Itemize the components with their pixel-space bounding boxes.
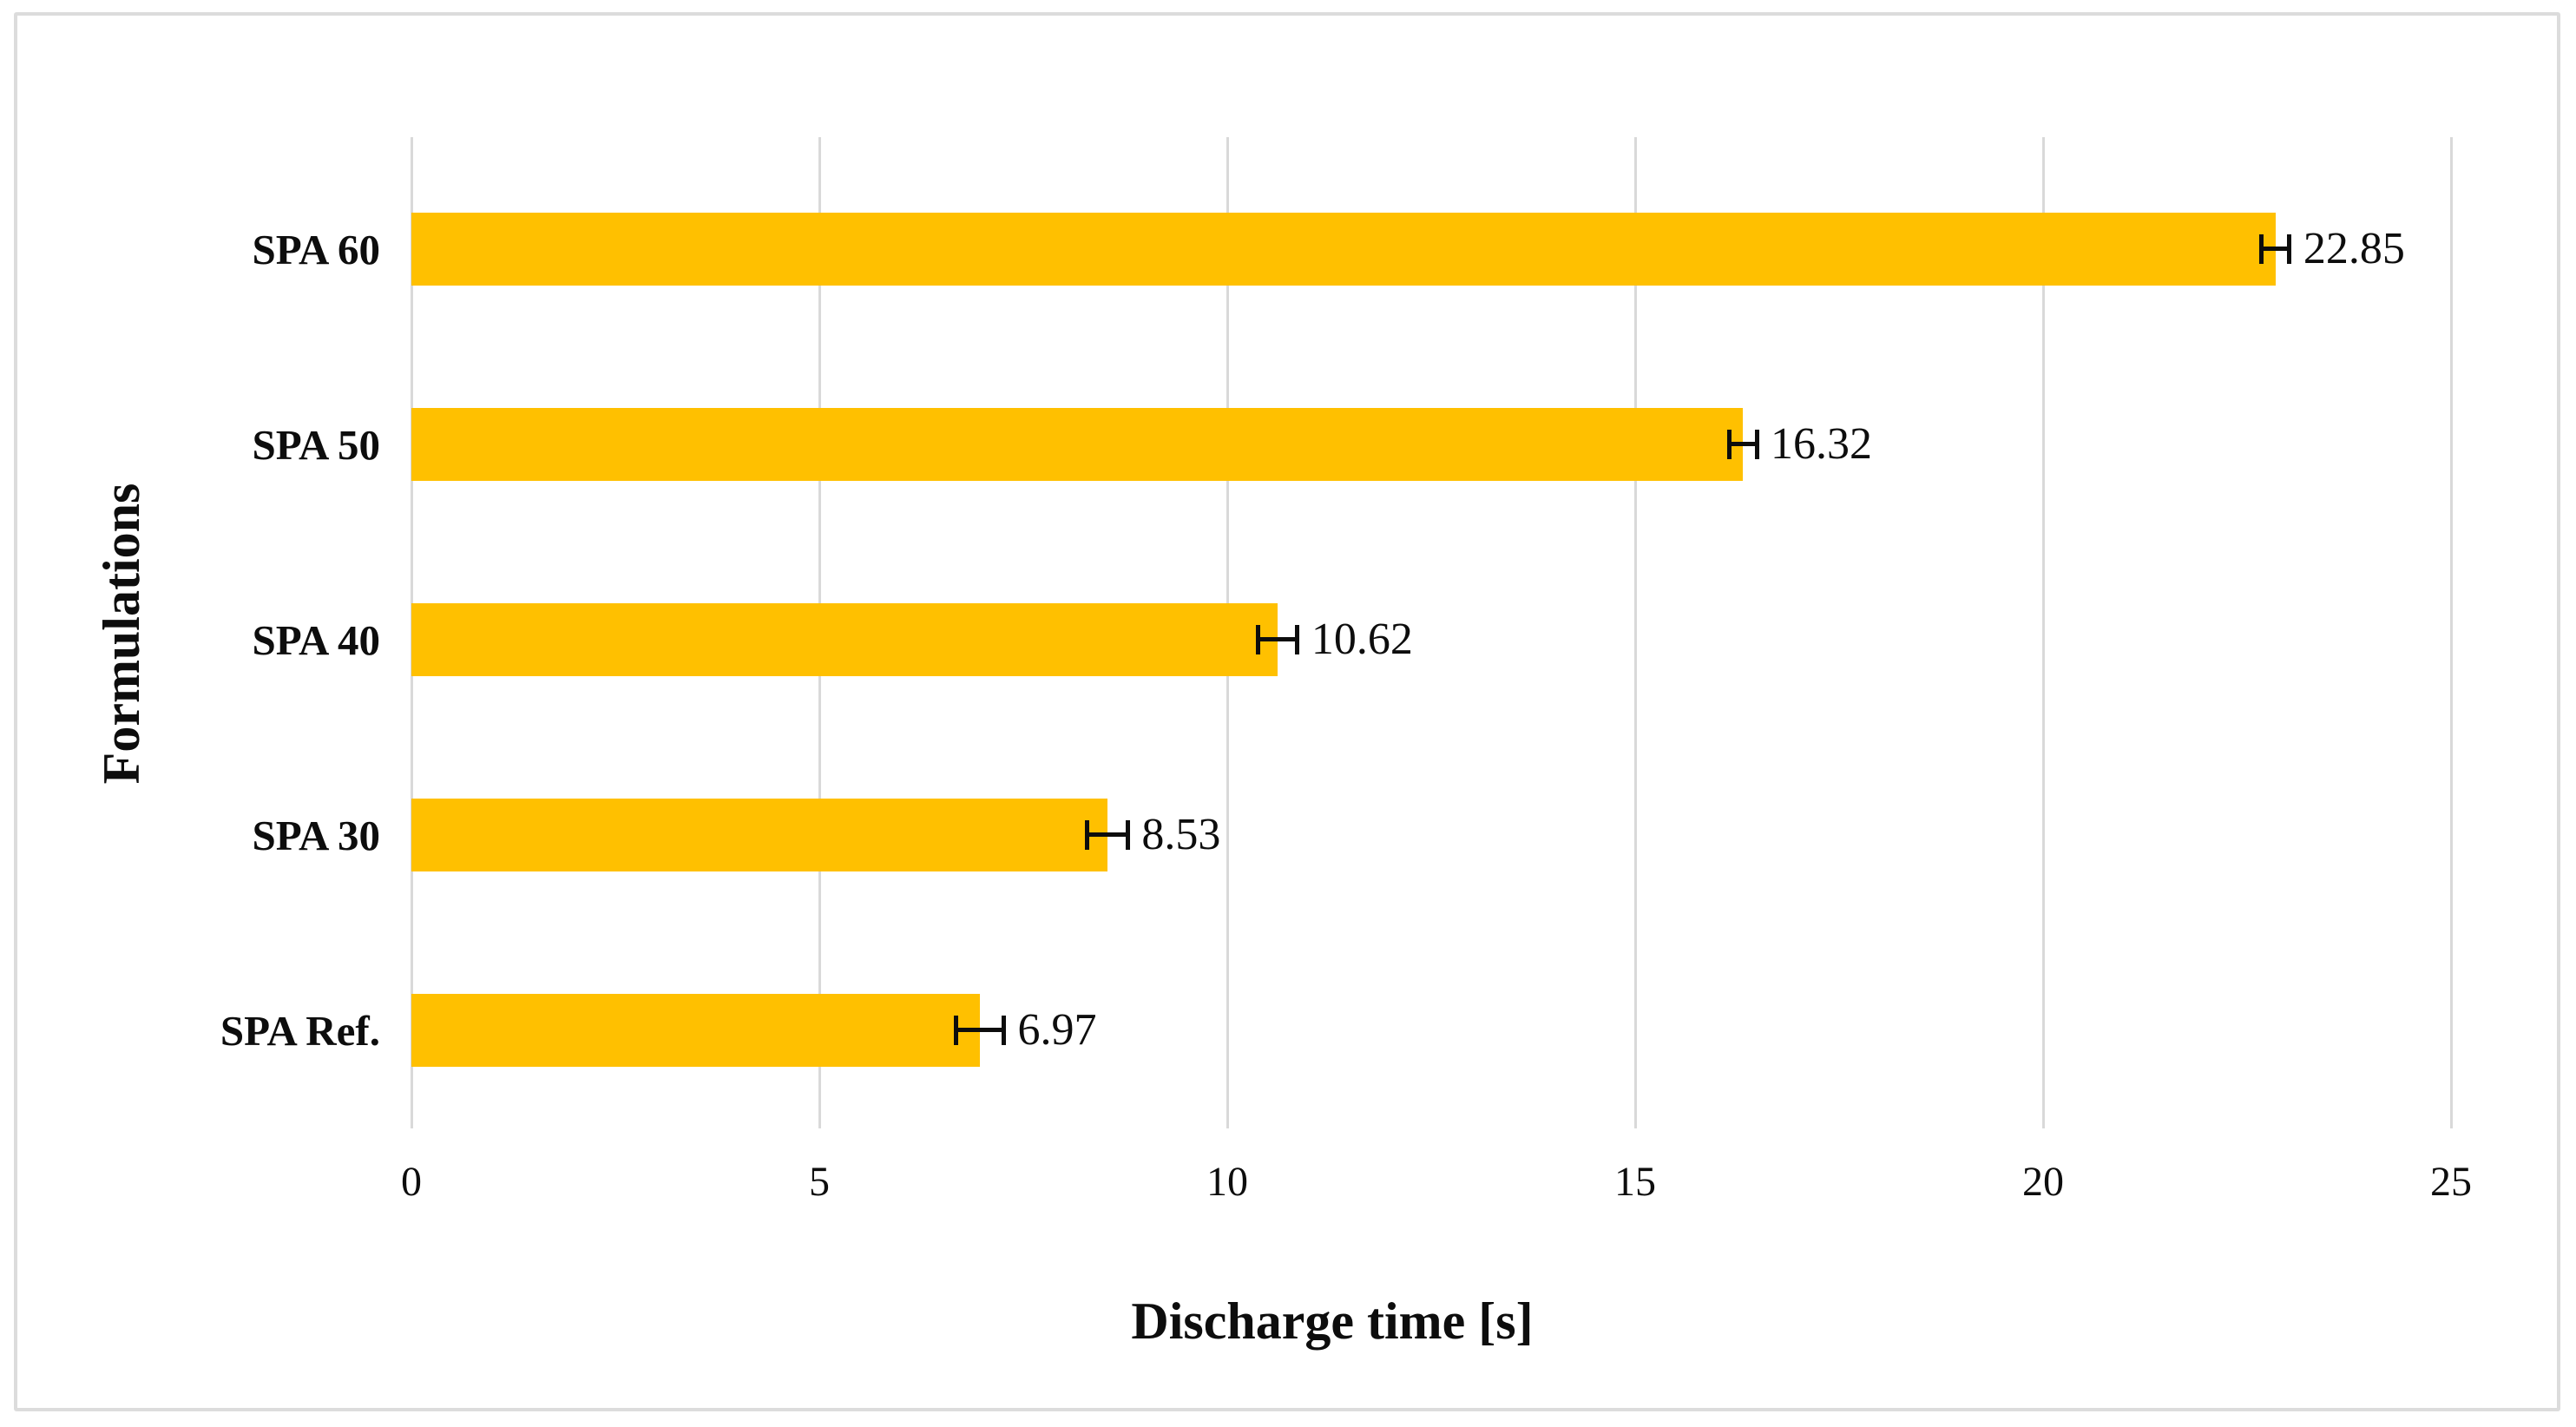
- bar: [411, 212, 2276, 286]
- x-tick-label: 0: [401, 1159, 422, 1205]
- y-axis-title: Formulations: [93, 483, 150, 785]
- x-axis-title: Discharge time [s]: [1131, 1292, 1534, 1350]
- error-bar-cap-left: [954, 1015, 959, 1045]
- x-tick-label: 20: [2022, 1159, 2064, 1205]
- error-bar: [1087, 832, 1128, 837]
- category-label: SPA 60: [252, 225, 380, 273]
- error-bar-cap-right: [1295, 624, 1300, 654]
- error-bar-cap-left: [1726, 429, 1732, 459]
- gridline-x-15: [1633, 137, 1637, 1128]
- error-bar-cap-left: [1256, 624, 1261, 654]
- gridline-x-20: [2041, 137, 2045, 1128]
- error-bar-cap-left: [1084, 819, 1089, 850]
- value-label: 8.53: [1141, 809, 1221, 859]
- error-bar: [2261, 247, 2290, 251]
- error-bar-cap-right: [1001, 1015, 1006, 1045]
- error-bar-cap-right: [1125, 819, 1130, 850]
- error-bar: [1729, 442, 1758, 446]
- bar: [411, 407, 1744, 481]
- value-label: 6.97: [1017, 1004, 1097, 1055]
- category-label: SPA 40: [252, 615, 380, 664]
- bar: [411, 602, 1278, 676]
- bar: [411, 993, 981, 1067]
- error-bar: [956, 1028, 1004, 1032]
- gridline-x-25: [2449, 137, 2453, 1128]
- error-bar: [1258, 637, 1298, 641]
- category-label: SPA 50: [252, 420, 380, 469]
- value-label: 22.85: [2303, 223, 2405, 273]
- x-tick-label: 5: [809, 1159, 830, 1205]
- bar: [411, 798, 1107, 871]
- x-tick-label: 25: [2430, 1159, 2472, 1205]
- error-bar-cap-right: [2287, 233, 2292, 264]
- category-label: SPA 30: [252, 811, 380, 859]
- category-label: SPA Ref.: [220, 1006, 380, 1055]
- x-tick-label: 10: [1206, 1159, 1248, 1205]
- error-bar-cap-right: [1754, 429, 1759, 459]
- value-label: 16.32: [1771, 418, 1873, 469]
- x-tick-label: 15: [1614, 1159, 1656, 1205]
- value-label: 10.62: [1311, 614, 1413, 664]
- error-bar-cap-left: [2259, 233, 2264, 264]
